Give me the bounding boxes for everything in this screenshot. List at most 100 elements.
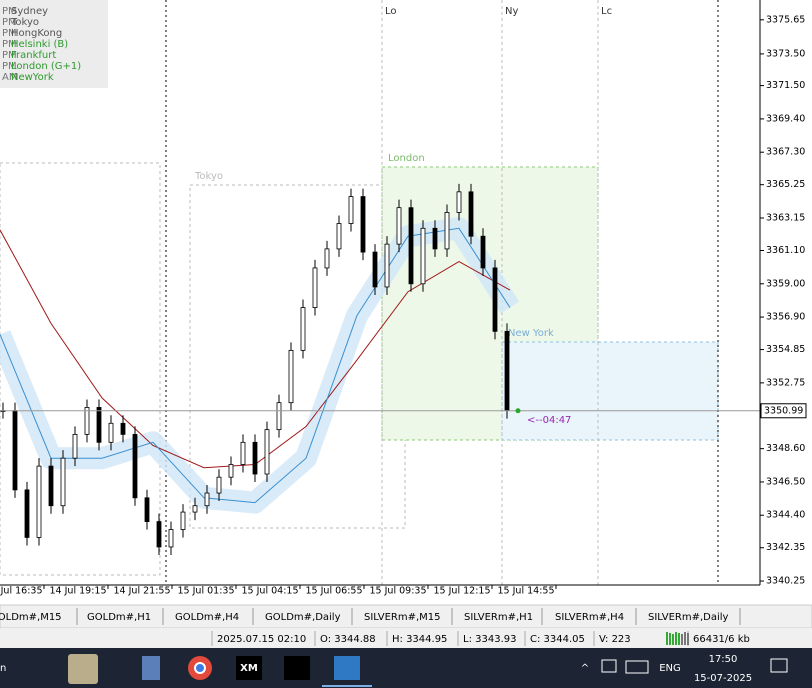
status-time: 2025.07.15 02:10 bbox=[217, 634, 306, 645]
status-volume: V: 223 bbox=[599, 634, 631, 645]
candle bbox=[264, 429, 270, 475]
candle bbox=[180, 511, 186, 530]
traffic-bar bbox=[672, 634, 674, 645]
candle bbox=[348, 196, 354, 224]
app-icon[interactable] bbox=[68, 654, 98, 684]
legend-prefix: PM bbox=[2, 61, 17, 72]
chrome-icon-center bbox=[194, 662, 206, 674]
candle bbox=[408, 207, 414, 285]
candle bbox=[144, 497, 150, 522]
candle bbox=[300, 307, 306, 351]
legend-prefix: AM bbox=[2, 72, 17, 83]
candle bbox=[96, 407, 102, 443]
status-low: L: 3343.93 bbox=[463, 634, 516, 645]
y-tick-label: 3371.50 bbox=[766, 80, 805, 91]
xm-icon[interactable] bbox=[236, 656, 262, 680]
legend-name: Helsinki (B) bbox=[11, 39, 68, 50]
y-tick-label: 3342.35 bbox=[766, 542, 805, 553]
tab[interactable]: GOLDm#,M15 bbox=[0, 612, 62, 623]
y-tick-label: 3356.90 bbox=[766, 312, 805, 323]
session-label: Tokyo bbox=[194, 171, 223, 182]
session-label: New York bbox=[508, 328, 554, 339]
legend-name: Frankfurt bbox=[11, 50, 56, 61]
candle bbox=[504, 330, 510, 412]
clock[interactable]: 17:50 bbox=[709, 654, 738, 665]
tray-chevron[interactable]: ^ bbox=[581, 663, 589, 674]
tab[interactable]: SILVERm#,H1 bbox=[464, 612, 533, 623]
legend-name: HongKong bbox=[11, 28, 62, 39]
x-tick-label: 14 Jul 19:15 bbox=[50, 586, 107, 597]
candle bbox=[168, 529, 174, 548]
y-tick-label: 3363.15 bbox=[766, 212, 805, 223]
y-tick-label: 3361.10 bbox=[766, 245, 805, 256]
x-tick-label: 15 Jul 14:55 bbox=[498, 586, 555, 597]
status-close: C: 3344.05 bbox=[530, 634, 585, 645]
session-marker: Lc bbox=[601, 6, 612, 17]
y-tick-label: 3354.85 bbox=[766, 344, 805, 355]
tab[interactable]: GOLDm#,Daily bbox=[265, 612, 341, 623]
candle bbox=[228, 464, 234, 478]
price-label-box bbox=[760, 403, 807, 419]
legend-prefix: PM bbox=[2, 50, 17, 61]
y-tick-label: 3348.60 bbox=[766, 443, 805, 454]
candle bbox=[360, 196, 366, 253]
legend-prefix: PM bbox=[2, 28, 17, 39]
tab[interactable]: SILVERm#,H4 bbox=[555, 612, 624, 623]
traffic-bar bbox=[678, 633, 680, 645]
traffic-bar bbox=[687, 633, 689, 645]
traffic-bar bbox=[681, 634, 683, 645]
keyboard-icon[interactable] bbox=[625, 660, 649, 674]
traffic-bar bbox=[675, 632, 677, 645]
legend-prefix: PM bbox=[2, 39, 17, 50]
tab[interactable]: GOLDm#,H1 bbox=[87, 612, 151, 623]
y-tick-label: 3375.65 bbox=[766, 14, 805, 25]
legend-prefix: PM bbox=[2, 6, 17, 17]
price-dot bbox=[515, 408, 521, 414]
tab[interactable]: SILVERm#,Daily bbox=[648, 612, 729, 623]
tradingview-icon[interactable] bbox=[284, 656, 310, 680]
session-box bbox=[0, 162, 161, 576]
candle bbox=[456, 191, 462, 213]
traffic-bar bbox=[666, 632, 668, 645]
x-tick-label: 14 Jul 16:35 bbox=[0, 586, 42, 597]
tray-icon[interactable] bbox=[601, 659, 617, 673]
candle bbox=[480, 235, 486, 269]
candle bbox=[240, 441, 246, 465]
date[interactable]: 15-07-2025 bbox=[694, 673, 752, 684]
candle bbox=[336, 223, 342, 250]
candle bbox=[312, 267, 318, 308]
price-label: 3350.99 bbox=[764, 405, 803, 416]
candle bbox=[420, 227, 426, 285]
x-tick-label: 15 Jul 12:15 bbox=[434, 586, 491, 597]
candle bbox=[36, 465, 42, 538]
y-tick-label: 3359.00 bbox=[766, 278, 805, 289]
candle bbox=[192, 505, 198, 513]
y-tick-label: 3344.40 bbox=[766, 510, 805, 521]
legend-name: Sydney bbox=[11, 6, 48, 17]
candle bbox=[324, 248, 330, 269]
candle bbox=[288, 349, 294, 404]
candle bbox=[120, 422, 126, 435]
candle bbox=[108, 422, 114, 443]
tab[interactable]: SILVERm#,M15 bbox=[364, 612, 441, 623]
candle bbox=[216, 476, 222, 494]
candle bbox=[468, 191, 474, 237]
legend-prefix: PM bbox=[2, 17, 17, 28]
notification-icon[interactable] bbox=[770, 658, 788, 673]
candle bbox=[252, 441, 258, 475]
language[interactable]: ENG bbox=[659, 663, 681, 674]
traffic-bar bbox=[684, 632, 686, 645]
tab[interactable]: GOLDm#,H4 bbox=[175, 612, 239, 623]
terminal-icon[interactable] bbox=[334, 656, 360, 680]
y-tick-label: 3352.75 bbox=[766, 377, 805, 388]
x-tick-label: 15 Jul 06:55 bbox=[306, 586, 363, 597]
legend-name: London (G+1) bbox=[11, 61, 81, 72]
x-tick-label: 15 Jul 09:35 bbox=[370, 586, 427, 597]
traffic-bar bbox=[669, 633, 671, 645]
candle bbox=[396, 207, 402, 245]
legend-name: NewYork bbox=[11, 72, 54, 83]
calculator-icon[interactable] bbox=[142, 656, 160, 680]
candle bbox=[492, 267, 498, 332]
